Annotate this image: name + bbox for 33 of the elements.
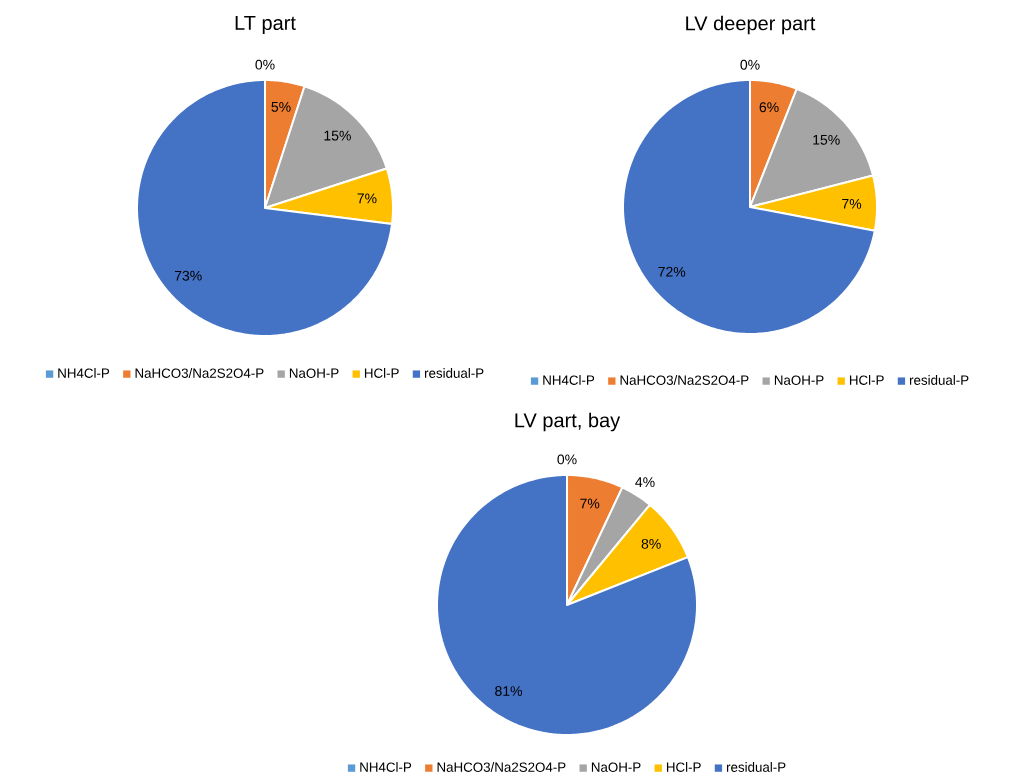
text: 0% — [255, 59, 275, 70]
legend-label: residual-P — [909, 375, 969, 385]
legend-label: NaHCO3/Na2S2O4-P — [620, 375, 749, 385]
data-label: 15% — [324, 130, 351, 141]
legend-label: NaOH-P — [591, 762, 641, 772]
legend-label: NH4Cl-P — [543, 375, 595, 385]
data-label: 15% — [813, 134, 840, 145]
legend-label: NaOH-P — [289, 368, 339, 378]
data-label: 72% — [658, 266, 686, 277]
data-label: 7% — [842, 198, 862, 209]
text: 0% — [557, 454, 577, 465]
legend-label: residual-P — [424, 368, 484, 378]
legend-label: NaHCO3/Na2S2O4-P — [135, 368, 264, 378]
legend-label: residual-P — [726, 762, 786, 772]
text: 0% — [740, 59, 760, 70]
data-label: 5% — [271, 101, 291, 112]
chart-title: LT part — [235, 16, 296, 34]
data-label: 81% — [495, 686, 523, 696]
data-label: 73% — [174, 270, 202, 281]
data-label: 8% — [641, 538, 661, 549]
data-label: 7% — [357, 193, 377, 204]
legend-label: HCl-P — [666, 762, 701, 772]
data-label: 6% — [759, 102, 779, 113]
legend-label: HCl-P — [364, 368, 399, 378]
chart-title: LV part, bay — [515, 412, 621, 432]
legend-label: NH4Cl-P — [58, 368, 110, 378]
data-label: 7% — [580, 498, 600, 509]
chart-title: LV deeper part — [686, 15, 816, 35]
legend-label: NaHCO3/Na2S2O4-P — [437, 762, 566, 772]
legend-label: NH4Cl-P — [360, 762, 412, 772]
data-label: 4% — [635, 477, 655, 487]
legend-label: NaOH-P — [774, 375, 824, 385]
legend-label: HCl-P — [849, 375, 884, 385]
